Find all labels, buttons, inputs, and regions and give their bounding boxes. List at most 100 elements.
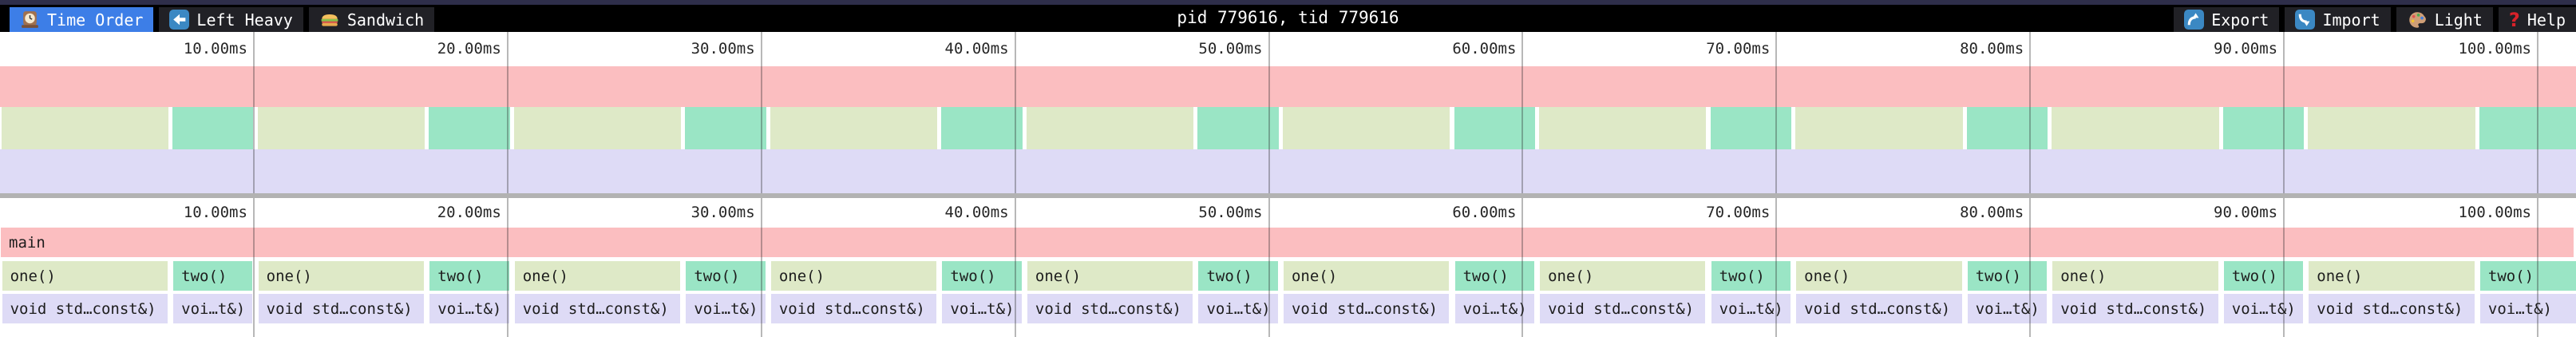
frame-sleep-one[interactable]: void std…const&) xyxy=(1540,294,1706,323)
export-arrow-icon xyxy=(2184,10,2205,30)
time-tick-label: 50.00ms xyxy=(1198,204,1263,221)
minimap-two-span[interactable] xyxy=(2479,107,2576,149)
frame-sleep-two[interactable]: voi…t&) xyxy=(1711,294,1791,323)
minimap-two-span[interactable] xyxy=(1454,107,1535,149)
tab-time-order[interactable]: Time Order xyxy=(10,7,154,32)
time-tick-label: 100.00ms xyxy=(2458,204,2531,221)
export-button[interactable]: Export xyxy=(2174,7,2280,32)
minimap-one-span[interactable] xyxy=(2052,107,2219,149)
frame-sleep-one[interactable]: void std…const&) xyxy=(770,294,937,323)
frame-sleep-one[interactable]: void std…const&) xyxy=(514,294,681,323)
view-mode-tabs: Time Order Left Heavy Sandwich xyxy=(4,7,435,32)
frame-sleep-one[interactable]: void std…const&) xyxy=(258,294,425,323)
theme-toggle-button[interactable]: Light xyxy=(2396,7,2493,32)
minimap-one-span[interactable] xyxy=(1,107,168,149)
minimap-time-axis: 10.00ms 20.00ms 30.00ms 40.00ms 50.00ms 60.00… xyxy=(0,32,2576,66)
minimap-main-band xyxy=(0,66,2576,107)
frame-sleep-one[interactable]: void std…const&) xyxy=(2052,294,2218,323)
minimap-one-span[interactable] xyxy=(2308,107,2475,149)
frame-sleep-two[interactable]: voi…t&) xyxy=(2479,294,2576,323)
frame-two[interactable]: two() xyxy=(686,261,766,291)
minimap-two-span[interactable] xyxy=(1966,107,2048,149)
minimap-two-span[interactable] xyxy=(2222,107,2305,149)
toolbar: pid 779616, tid 779616 Time Order Left H… xyxy=(0,0,2576,32)
minimap-one-span[interactable] xyxy=(1282,107,1450,149)
frame-one[interactable]: one() xyxy=(1027,261,1193,291)
tab-sandwich[interactable]: Sandwich xyxy=(308,7,435,32)
frame-one[interactable]: one() xyxy=(2052,261,2218,291)
minimap-one-span[interactable] xyxy=(257,107,425,149)
frame-one[interactable]: one() xyxy=(2,261,168,291)
frame-two[interactable]: two() xyxy=(173,261,253,291)
frame-sleep-one[interactable]: void std…const&) xyxy=(1283,294,1450,323)
help-button[interactable]: ? Help xyxy=(2498,7,2576,32)
frame-one[interactable]: one() xyxy=(1796,261,1962,291)
frame-two[interactable]: two() xyxy=(1198,261,1278,291)
import-button[interactable]: Import xyxy=(2285,7,2391,32)
frame-sleep-two[interactable]: voi…t&) xyxy=(686,294,766,323)
frame-two[interactable]: two() xyxy=(1967,261,2048,291)
frame-one[interactable]: one() xyxy=(258,261,425,291)
time-tick-label: 20.00ms xyxy=(437,204,501,221)
frame-sleep-two[interactable]: voi…t&) xyxy=(2223,294,2304,323)
frame-sleep-one[interactable]: void std…const&) xyxy=(2309,294,2475,323)
frame-one[interactable]: one() xyxy=(514,261,681,291)
minimap[interactable]: 10.00ms 20.00ms 30.00ms 40.00ms 50.00ms 60.00… xyxy=(0,32,2576,193)
time-tick-label: 80.00ms xyxy=(1960,40,2024,57)
minimap-one-span[interactable] xyxy=(513,107,682,149)
time-tick-label: 40.00ms xyxy=(944,40,1009,57)
frame-two[interactable]: two() xyxy=(429,261,509,291)
tab-left-heavy[interactable]: Left Heavy xyxy=(159,7,303,32)
minimap-two-span[interactable] xyxy=(941,107,1023,149)
left-arrow-icon xyxy=(169,10,190,30)
frame-sleep-two[interactable]: voi…t&) xyxy=(429,294,509,323)
frame-sleep-one[interactable]: void std…const&) xyxy=(2,294,168,323)
frame-one[interactable]: one() xyxy=(1540,261,1706,291)
question-mark-icon: ? xyxy=(2508,8,2520,31)
time-tick-label: 90.00ms xyxy=(2214,204,2278,221)
frame-main[interactable]: main xyxy=(1,228,2574,257)
clock-icon xyxy=(20,10,40,30)
minimap-one-span[interactable] xyxy=(1539,107,1707,149)
frame-one[interactable]: one() xyxy=(2309,261,2475,291)
time-tick-label: 30.00ms xyxy=(690,40,755,57)
tab-label: Sandwich xyxy=(346,10,425,30)
minimap-two-span[interactable] xyxy=(685,107,766,149)
sandwich-icon xyxy=(319,10,340,30)
minimap-one-span[interactable] xyxy=(770,107,938,149)
flame-chart: main one() two() void std…const&) voi…t&) one… xyxy=(0,198,2576,337)
frame-one[interactable]: one() xyxy=(1283,261,1450,291)
frame-sleep-one[interactable]: void std…const&) xyxy=(1027,294,1193,323)
action-label: Light xyxy=(2434,10,2483,30)
tab-label: Left Heavy xyxy=(196,10,293,30)
minimap-two-span[interactable] xyxy=(1197,107,1279,149)
minimap-one-span[interactable] xyxy=(1026,107,1194,149)
frame-two[interactable]: two() xyxy=(1711,261,1791,291)
minimap-two-span[interactable] xyxy=(429,107,510,149)
frame-two[interactable]: two() xyxy=(2223,261,2304,291)
frame-sleep-two[interactable]: voi…t&) xyxy=(1967,294,2048,323)
frame-sleep-two[interactable]: voi…t&) xyxy=(1198,294,1278,323)
frame-one[interactable]: one() xyxy=(770,261,937,291)
action-buttons: Export Import Light ? Help xyxy=(2168,7,2576,32)
minimap-divider xyxy=(0,193,2576,198)
action-label: Import xyxy=(2322,10,2380,30)
minimap-two-span[interactable] xyxy=(1710,107,1791,149)
frame-sleep-two[interactable]: voi…t&) xyxy=(942,294,1022,323)
frame-two[interactable]: two() xyxy=(942,261,1022,291)
minimap-callers-band xyxy=(0,107,2576,149)
time-tick-label: 90.00ms xyxy=(2214,40,2278,57)
time-tick-label: 100.00ms xyxy=(2458,40,2531,57)
frame-sleep-two[interactable]: voi…t&) xyxy=(1454,294,1534,323)
frame-sleep-two[interactable]: voi…t&) xyxy=(173,294,253,323)
time-tick-label: 10.00ms xyxy=(183,204,247,221)
time-tick-label: 70.00ms xyxy=(1706,204,1771,221)
frame-sleep-one[interactable]: void std…const&) xyxy=(1796,294,1962,323)
minimap-one-span[interactable] xyxy=(1795,107,1963,149)
time-tick-label: 20.00ms xyxy=(437,40,501,57)
frame-two[interactable]: two() xyxy=(2479,261,2576,291)
minimap-two-span[interactable] xyxy=(172,107,254,149)
window-top-strip xyxy=(0,0,2576,5)
frame-two[interactable]: two() xyxy=(1454,261,1534,291)
